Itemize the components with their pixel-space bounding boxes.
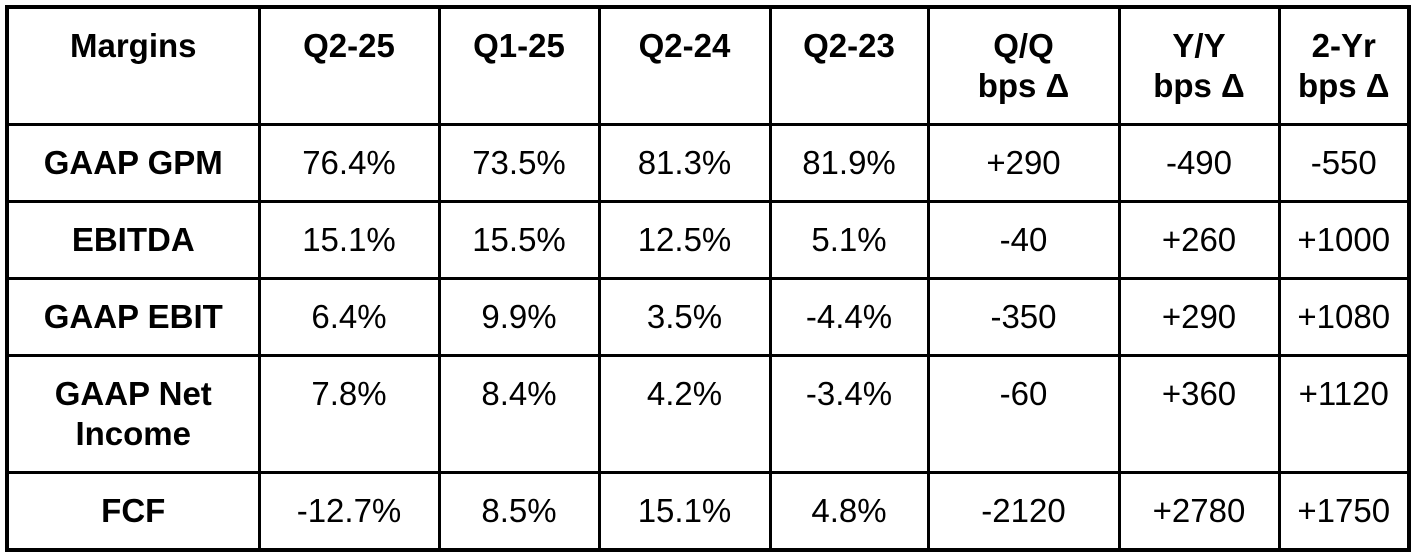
col-header-label: 2-Yr <box>1311 27 1376 64</box>
cell: 81.3% <box>597 123 772 203</box>
cell: +1080 <box>1277 277 1411 357</box>
cell: 3.5% <box>597 277 772 357</box>
cell: -550 <box>1277 123 1411 203</box>
cell: +290 <box>1117 277 1281 357</box>
cell: +2780 <box>1117 471 1281 552</box>
cell: 4.2% <box>597 354 772 474</box>
cell: -60 <box>926 354 1121 474</box>
col-header-2yr-bps-delta: 2-Yr bps Δ <box>1277 5 1411 126</box>
table-row-gaap-ebit: GAAP EBIT 6.4% 9.9% 3.5% -4.4% -350 +290… <box>5 277 1411 357</box>
table-row-ebitda: EBITDA 15.1% 15.5% 12.5% 5.1% -40 +260 +… <box>5 200 1411 280</box>
col-header-yy-bps-delta: Y/Y bps Δ <box>1117 5 1281 126</box>
col-header-sublabel: bps Δ <box>1297 67 1390 104</box>
cell: 5.1% <box>768 200 930 280</box>
col-header-q1-25: Q1-25 <box>437 5 601 126</box>
margins-table: Margins Q2-25 Q1-25 Q2-24 Q2-23 Q/Q bps … <box>5 5 1411 552</box>
col-header-label: Q2-25 <box>303 27 395 64</box>
cell: -2120 <box>926 471 1121 552</box>
col-header-label: Q1-25 <box>473 27 565 64</box>
table-row-gaap-net-income: GAAP Net Income 7.8% 8.4% 4.2% -3.4% -60… <box>5 354 1411 474</box>
table-row-fcf: FCF -12.7% 8.5% 15.1% 4.8% -2120 +2780 +… <box>5 471 1411 552</box>
row-label: EBITDA <box>5 200 261 280</box>
cell: 12.5% <box>597 200 772 280</box>
row-label: FCF <box>5 471 261 552</box>
cell: -40 <box>926 200 1121 280</box>
cell: -350 <box>926 277 1121 357</box>
col-header-margins: Margins <box>5 5 261 126</box>
cell: +360 <box>1117 354 1281 474</box>
cell: 8.5% <box>437 471 601 552</box>
col-header-qq-bps-delta: Q/Q bps Δ <box>926 5 1121 126</box>
col-header-q2-24: Q2-24 <box>597 5 772 126</box>
cell: 7.8% <box>257 354 441 474</box>
row-label: GAAP Net Income <box>5 354 261 474</box>
col-header-label: Y/Y <box>1172 27 1226 64</box>
row-label: GAAP GPM <box>5 123 261 203</box>
col-header-label: Q2-23 <box>803 27 895 64</box>
cell: 15.1% <box>597 471 772 552</box>
cell: 4.8% <box>768 471 930 552</box>
col-header-label: Q/Q <box>993 27 1054 64</box>
cell: 15.1% <box>257 200 441 280</box>
col-header-sublabel: bps Δ <box>977 67 1070 104</box>
cell: -490 <box>1117 123 1281 203</box>
cell: 9.9% <box>437 277 601 357</box>
cell: 6.4% <box>257 277 441 357</box>
cell: 76.4% <box>257 123 441 203</box>
col-header-sublabel: bps Δ <box>1153 67 1245 104</box>
col-header-q2-23: Q2-23 <box>768 5 930 126</box>
cell: 8.4% <box>437 354 601 474</box>
header-row: Margins Q2-25 Q1-25 Q2-24 Q2-23 Q/Q bps … <box>5 5 1411 126</box>
cell: +1000 <box>1277 200 1411 280</box>
col-header-label: Q2-24 <box>638 27 731 64</box>
cell: +1120 <box>1277 354 1411 474</box>
cell: 73.5% <box>437 123 601 203</box>
cell: -4.4% <box>768 277 930 357</box>
cell: -12.7% <box>257 471 441 552</box>
table-row-gaap-gpm: GAAP GPM 76.4% 73.5% 81.3% 81.9% +290 -4… <box>5 123 1411 203</box>
cell: 81.9% <box>768 123 930 203</box>
col-header-q2-25: Q2-25 <box>257 5 441 126</box>
cell: -3.4% <box>768 354 930 474</box>
row-label: GAAP EBIT <box>5 277 261 357</box>
cell: +260 <box>1117 200 1281 280</box>
cell: +290 <box>926 123 1121 203</box>
cell: 15.5% <box>437 200 601 280</box>
cell: +1750 <box>1277 471 1411 552</box>
col-header-label: Margins <box>69 27 197 64</box>
